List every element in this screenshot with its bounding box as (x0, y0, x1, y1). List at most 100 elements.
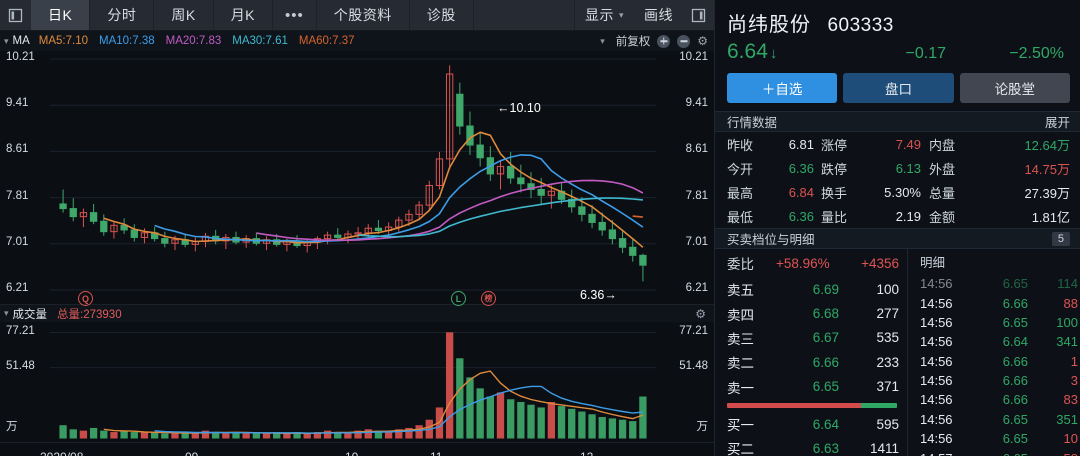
trade-quantity: 351 (1056, 411, 1078, 427)
trade-detail-row: 14:56 6.66 3 (908, 371, 1080, 390)
quote-action-tabs: ＋自选 盘口 论股堂 (715, 64, 1080, 111)
volume-panel-header: ▾ 成交量 总量:273930 ⚙ (0, 304, 714, 322)
order-price: 6.67 (812, 330, 839, 346)
sell-order-row[interactable]: 卖二 6.66 233 (715, 350, 907, 374)
price-down-arrow-icon: ↓ (769, 45, 778, 62)
more-periods-button[interactable]: ••• (273, 0, 317, 30)
market-value: 6.36 (788, 160, 814, 176)
chevron-down-icon[interactable]: ▾ (600, 35, 605, 46)
gear-icon[interactable]: ⚙ (697, 34, 708, 48)
chevron-down-icon[interactable]: ▾ (4, 308, 9, 318)
trade-time: 14:56 (920, 411, 953, 427)
market-label: 跌停 (821, 161, 848, 177)
toolbar-right-group: 显示 ▾ 画线 (575, 0, 683, 30)
volume-chart[interactable]: 77.21 77.21 51.48 51.48 万万 (0, 322, 714, 442)
marker-rank[interactable]: 榜 (481, 291, 496, 306)
market-label: 量比 (821, 209, 848, 225)
trade-detail-title: 明细 (920, 256, 946, 270)
market-value: 6.36 (788, 208, 814, 224)
buy-order-row[interactable]: 买一 6.64 595 (715, 412, 907, 436)
tab-week-k[interactable]: 周K (154, 0, 214, 30)
display-menu-button[interactable]: 显示 ▾ (575, 5, 634, 25)
level-badge[interactable]: 5 (1051, 231, 1070, 246)
tab-month-k[interactable]: 月K (214, 0, 274, 30)
marker-q[interactable]: Q (78, 291, 93, 306)
expand-button[interactable]: 展开 (1044, 116, 1070, 130)
market-value: 2.19 (895, 208, 921, 224)
order-level: 买一 (727, 418, 754, 434)
date-axis-tick: 11 (430, 450, 442, 456)
trade-detail-row: 14:56 6.66 88 (908, 293, 1080, 312)
trade-quantity: 100 (1056, 314, 1078, 330)
sell-order-row[interactable]: 卖四 6.68 277 (715, 301, 907, 325)
tab-stock-info[interactable]: 个股资料 (317, 0, 410, 30)
zoom-in-icon[interactable] (657, 34, 671, 48)
trade-detail-row: 14:56 6.66 1 (908, 352, 1080, 371)
low-price-annotation: 6.36→ (580, 288, 617, 302)
zoom-out-icon[interactable] (677, 34, 691, 48)
depth-bar (727, 402, 897, 408)
buy-order-row[interactable]: 买二 6.63 1411 (715, 436, 907, 456)
trade-detail-rows: 14:56 6.65 114 14:56 6.66 88 14:56 6.65 100 14:56… (908, 274, 1080, 456)
trade-quantity: 83 (1063, 392, 1078, 408)
price-chart-canvas (50, 58, 656, 291)
trade-quantity: 341 (1056, 334, 1078, 350)
adjust-mode-label[interactable]: 前复权 (615, 36, 651, 48)
trade-detail-row: 14:576.6558 (908, 448, 1080, 456)
tab-diagnose-stock[interactable]: 诊股 (410, 0, 474, 30)
tab-day-k[interactable]: 日K (31, 0, 91, 30)
date-axis-tick: 2020/08 (40, 450, 83, 456)
panel-collapse-icon[interactable] (0, 0, 31, 30)
sell-orders: 卖五 6.69 100 卖四 6.68 277 卖三 6.67 535 卖二 6.66 233 卖一 6.… (715, 277, 907, 399)
order-level: 卖二 (727, 356, 754, 372)
market-label: 昨收 (727, 137, 754, 153)
depth-bar-buy (727, 402, 862, 408)
gear-icon[interactable]: ⚙ (695, 306, 706, 321)
tab-time-share[interactable]: 分时 (90, 0, 155, 30)
display-label: 显示 (584, 7, 614, 23)
chevron-down-icon[interactable]: ▾ (4, 35, 9, 46)
draw-line-button[interactable]: 画线 (644, 7, 673, 23)
weibi-value: +4356 (861, 255, 899, 271)
tab-discussion[interactable]: 论股堂 (959, 73, 1070, 103)
market-value: 6.84 (788, 184, 814, 200)
trade-quantity: 3 (1070, 373, 1078, 389)
sell-order-row[interactable]: 卖三 6.67 535 (715, 326, 907, 350)
ma5-legend: MA5:7.10 (38, 35, 89, 47)
panel-expand-icon[interactable] (683, 0, 714, 30)
market-data-row: 最高 6.84 换手 5.30% 总量 27.39万 (715, 180, 1080, 204)
ma10-legend: MA10:7.38 (99, 35, 155, 47)
tab-order-book[interactable]: 盘口 (843, 73, 954, 103)
trade-time: 14:56 (920, 392, 953, 408)
price-candlestick-chart[interactable]: 10.21 10.21 9.41 9.41 8.61 8.61 7.81 7.81 7.01 7.… (0, 51, 714, 306)
marker-l[interactable]: L (451, 291, 466, 306)
trade-quantity: 114 (1057, 276, 1078, 292)
add-watchlist-button[interactable]: ＋自选 (727, 73, 838, 103)
market-value: 6.81 (788, 136, 814, 152)
trade-price: 6.65 (970, 451, 1028, 456)
current-price: 6.64 (727, 40, 768, 63)
depth-bar-sell (861, 402, 897, 408)
sell-order-row[interactable]: 卖五 6.69 100 (715, 277, 907, 301)
order-price: 6.69 (812, 281, 839, 297)
market-value: 12.64万 (1024, 137, 1070, 153)
trade-detail-row: 14:56 6.66 83 (908, 390, 1080, 409)
market-label: 外盘 (929, 161, 956, 177)
stock-code: 603333 (827, 15, 894, 36)
price-row: 6.64 ↓ −0.17 −2.50% (715, 37, 1080, 64)
market-label: 金额 (929, 209, 956, 225)
order-quantity: 100 (876, 281, 899, 297)
sell-order-row[interactable]: 卖一 6.65 371 (715, 375, 907, 399)
trade-detail-column[interactable]: 明细 14:56 6.65 114 14:56 6.66 88 14:56 6.65 100 14… (907, 249, 1080, 456)
volume-total: 总量:273930 (57, 308, 122, 321)
order-price: 6.65 (812, 379, 839, 395)
market-data-title: 行情数据 (727, 116, 778, 130)
trade-price: 6.65 (1002, 431, 1028, 447)
order-price: 6.66 (812, 354, 839, 370)
date-axis: 2020/08 09 10 11 12 (0, 442, 714, 456)
market-label: 换手 (821, 185, 848, 201)
market-value: 14.75万 (1024, 161, 1070, 177)
chart-pane: 日K 分时 周K 月K ••• 个股资料 诊股 显示 ▾ 画线 ▾ MA MA5 (0, 0, 714, 456)
trade-detail-row: 14:56 6.65 100 (908, 313, 1080, 332)
market-data-table: 昨收 6.81 涨停 7.49 内盘 12.64万 今开 6.36 跌停 6.13 外盘 14.75万… (715, 132, 1080, 228)
